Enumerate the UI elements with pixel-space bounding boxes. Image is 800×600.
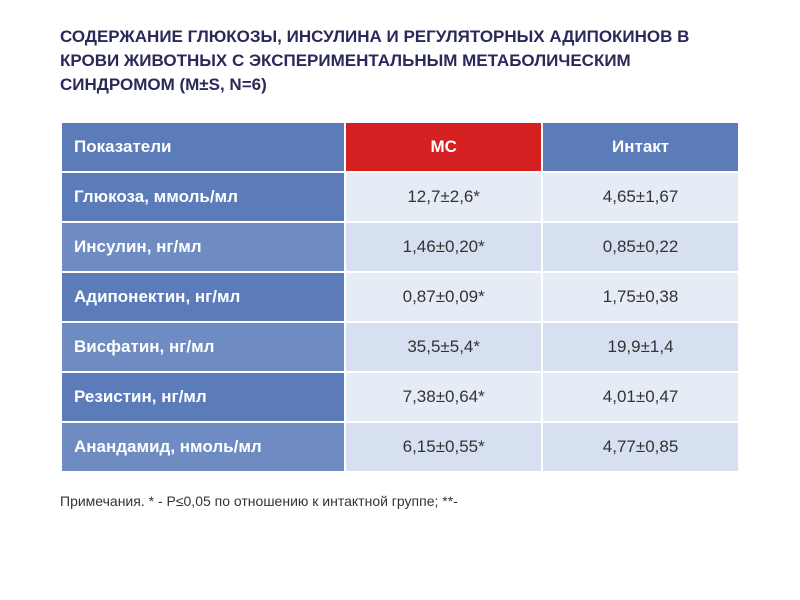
row-intact-value: 4,01±0,47 [543,373,738,421]
row-label: Глюкоза, ммоль/мл [62,173,344,221]
table-header-row: Показатели МС Интакт [62,123,738,171]
row-intact-value: 4,65±1,67 [543,173,738,221]
row-intact-value: 19,9±1,4 [543,323,738,371]
row-label: Инсулин, нг/мл [62,223,344,271]
row-label: Висфатин, нг/мл [62,323,344,371]
row-ms-value: 35,5±5,4* [346,323,541,371]
data-table: Показатели МС Интакт Глюкоза, ммоль/мл12… [60,121,740,473]
header-indicators: Показатели [62,123,344,171]
page-title: СОДЕРЖАНИЕ ГЛЮКОЗЫ, ИНСУЛИНА И РЕГУЛЯТОР… [60,25,740,96]
row-label: Анандамид, нмоль/мл [62,423,344,471]
table-body: Глюкоза, ммоль/мл12,7±2,6*4,65±1,67Инсул… [62,173,738,471]
row-ms-value: 7,38±0,64* [346,373,541,421]
row-label: Резистин, нг/мл [62,373,344,421]
row-ms-value: 1,46±0,20* [346,223,541,271]
row-ms-value: 0,87±0,09* [346,273,541,321]
header-ms: МС [346,123,541,171]
footnote: Примечания. * - Р≤0,05 по отношению к ин… [60,493,740,509]
row-intact-value: 1,75±0,38 [543,273,738,321]
row-intact-value: 0,85±0,22 [543,223,738,271]
header-intact: Интакт [543,123,738,171]
table-row: Глюкоза, ммоль/мл12,7±2,6*4,65±1,67 [62,173,738,221]
row-label: Адипонектин, нг/мл [62,273,344,321]
table-row: Анандамид, нмоль/мл6,15±0,55*4,77±0,85 [62,423,738,471]
table-row: Резистин, нг/мл7,38±0,64*4,01±0,47 [62,373,738,421]
table-row: Инсулин, нг/мл1,46±0,20*0,85±0,22 [62,223,738,271]
row-ms-value: 12,7±2,6* [346,173,541,221]
row-intact-value: 4,77±0,85 [543,423,738,471]
table-row: Висфатин, нг/мл35,5±5,4*19,9±1,4 [62,323,738,371]
row-ms-value: 6,15±0,55* [346,423,541,471]
table-row: Адипонектин, нг/мл0,87±0,09*1,75±0,38 [62,273,738,321]
